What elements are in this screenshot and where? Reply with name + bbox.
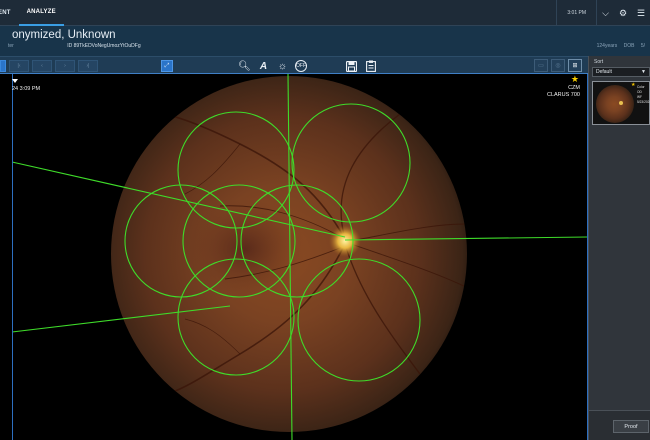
patient-age: 124years [596, 43, 618, 49]
brightness-icon[interactable]: ☼ [277, 60, 288, 72]
grid-view-button[interactable]: ⊞ [568, 59, 582, 72]
image-timestamp: 24 3:09 PM [12, 86, 41, 92]
patient-meta: ter ID 89TkEDVoNegUmozYtOuDFg [8, 43, 141, 49]
clock-display: 3:01 PM [556, 0, 596, 26]
sidebar-footer: Proof [589, 410, 650, 440]
chevron-down-icon[interactable]: ⌵ [596, 0, 614, 26]
thumb-info-line: WF [637, 95, 642, 99]
image-navigator: |‹ ‹ › ›| [0, 60, 101, 72]
thumbnail-image [596, 85, 634, 123]
thumbnail-info: Color OD WF 5/23/2024 [637, 85, 650, 105]
patient-header: onymized, Unknown ter ID 89TkEDVoNegUmoz… [0, 26, 650, 56]
thumbnail-star-icon: ★ [631, 82, 636, 88]
timestamp-marker-icon [12, 79, 18, 83]
compare-view-button[interactable]: ◎ [551, 59, 565, 72]
thumb-info-line: OD [637, 90, 642, 94]
device-label: CZM CLARUS 700 [547, 85, 580, 99]
prev-image-button[interactable]: ‹ [32, 60, 52, 72]
view-tools: 🔍︎ A ☼ OFF [236, 58, 311, 74]
dob-value: 5/ [640, 43, 645, 49]
tab-analyze[interactable]: ANALYZE [18, 0, 64, 26]
patient-name: onymized, Unknown [12, 29, 116, 41]
thumb-info-line: Color [637, 85, 645, 89]
clipboard-icon[interactable] [362, 58, 379, 74]
grid-overlay [11, 74, 587, 440]
image-viewport[interactable]: 24 3:09 PM ★ CZM CLARUS 700 [0, 74, 588, 440]
sort-label: Sort [594, 59, 604, 65]
top-right-controls: 3:01 PM ⌵ ⚙ ☰ [556, 0, 650, 26]
patient-demographics: 124years DOB 5/ [597, 43, 650, 49]
brand-line1: CZM [568, 85, 580, 91]
patient-id: ID 89TkEDVoNegUmozYtOuDFg [67, 43, 141, 49]
next-image-button[interactable]: › [55, 60, 75, 72]
thumb-info-line: 5/23/2024 [637, 100, 650, 104]
zoom-in-icon[interactable]: 🔍︎ [238, 60, 251, 72]
fundus-image [11, 74, 587, 440]
single-view-button[interactable]: ▭ [534, 59, 548, 72]
list-icon[interactable]: ☰ [636, 7, 646, 18]
tab-patient[interactable]: ENT [0, 9, 11, 16]
optic-disc [329, 225, 361, 257]
caret-down-icon: ▼ [641, 69, 646, 75]
layout-buttons: ▭ ◎ ⊞ [531, 59, 582, 72]
favorite-star-icon[interactable]: ★ [570, 74, 579, 84]
gear-icon[interactable]: ⚙ [618, 7, 628, 18]
first-image-button[interactable]: |‹ [9, 60, 29, 72]
proof-button[interactable]: Proof [613, 420, 649, 433]
image-toolbar: |‹ ‹ › ›| ⤢ 🔍︎ A ☼ OFF ▭ ◎ ⊞ [0, 56, 588, 74]
sort-select[interactable]: Default ▼ [592, 67, 650, 77]
viewport-divider [12, 74, 13, 440]
sort-value: Default [596, 69, 612, 75]
nav-selected-slot[interactable] [0, 60, 6, 72]
brand-line2: CLARUS 700 [546, 92, 580, 98]
last-image-button[interactable]: ›| [78, 60, 98, 72]
thumbnail-sidebar: Sort Default ▼ ★ Color OD WF 5/23/2024 P… [588, 56, 650, 440]
save-icon[interactable] [343, 58, 360, 74]
dob-label: DOB [623, 43, 635, 49]
patient-label: ter [8, 43, 14, 49]
annotate-icon[interactable]: A [259, 60, 268, 72]
off-icon[interactable]: OFF [295, 60, 307, 72]
fit-screen-icon[interactable]: ⤢ [161, 60, 173, 72]
image-thumbnail[interactable]: ★ Color OD WF 5/23/2024 [592, 81, 650, 125]
file-tools [343, 58, 381, 74]
top-nav-bar: ENT ANALYZE 3:01 PM ⌵ ⚙ ☰ [0, 0, 650, 26]
